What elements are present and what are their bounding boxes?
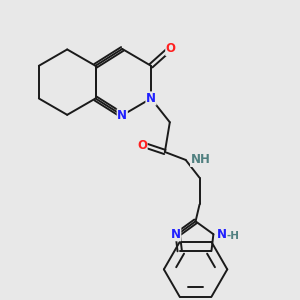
Text: N: N <box>218 228 227 241</box>
Text: O: O <box>166 42 176 56</box>
Text: NH: NH <box>190 153 211 167</box>
Text: -H: -H <box>226 231 239 241</box>
Text: N: N <box>117 109 127 122</box>
Text: N: N <box>146 92 156 105</box>
Text: O: O <box>137 139 147 152</box>
Text: N: N <box>171 228 181 241</box>
